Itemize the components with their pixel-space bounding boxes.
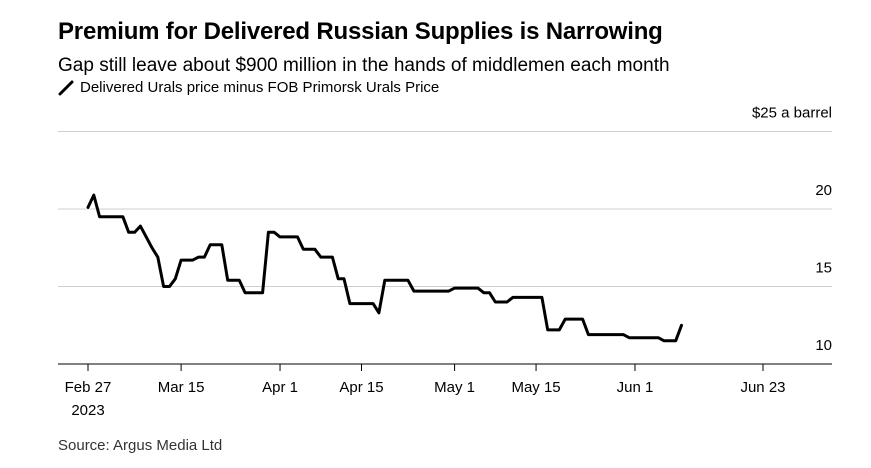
x-tick-label: Apr 1 xyxy=(262,379,298,396)
x-tick-label: Jun 23 xyxy=(740,379,785,396)
legend-label: Delivered Urals price minus FOB Primorsk… xyxy=(80,79,440,96)
chart-subtitle: Gap still leave about $900 million in th… xyxy=(58,55,670,76)
y-tick-label: $25 a barrel xyxy=(752,105,832,122)
y-tick-label: 15 xyxy=(815,260,832,277)
x-tick-label: May 15 xyxy=(511,379,560,396)
x-tick-label: Mar 15 xyxy=(158,379,205,396)
x-tick-label: Jun 1 xyxy=(617,379,654,396)
series-line xyxy=(86,193,683,343)
x-tick-sublabel: 2023 xyxy=(71,402,104,419)
y-tick-label: 10 xyxy=(815,337,832,354)
legend: Delivered Urals price minus FOB Primorsk… xyxy=(58,79,439,96)
x-tick-label: Apr 15 xyxy=(339,379,383,396)
line-chart: 10 15 20 $25 a barrel Feb 27 2023 Mar 15 Apr 1… xyxy=(58,105,832,419)
chart-title: Premium for Delivered Russian Supplies i… xyxy=(58,18,663,45)
source-note: Source: Argus Media Ltd xyxy=(58,437,223,454)
series-layer xyxy=(86,193,683,343)
y-tick-label: 20 xyxy=(815,182,832,199)
x-axis: Feb 27 2023 Mar 15 Apr 1 Apr 15 May 1 May 15 Ju… xyxy=(65,364,786,419)
gridlines xyxy=(58,131,832,365)
x-tick-label: Feb 27 xyxy=(65,379,112,396)
y-axis: 10 15 20 $25 a barrel xyxy=(752,105,832,355)
x-tick-label: May 1 xyxy=(434,379,475,396)
line-swatch-icon xyxy=(58,80,74,95)
